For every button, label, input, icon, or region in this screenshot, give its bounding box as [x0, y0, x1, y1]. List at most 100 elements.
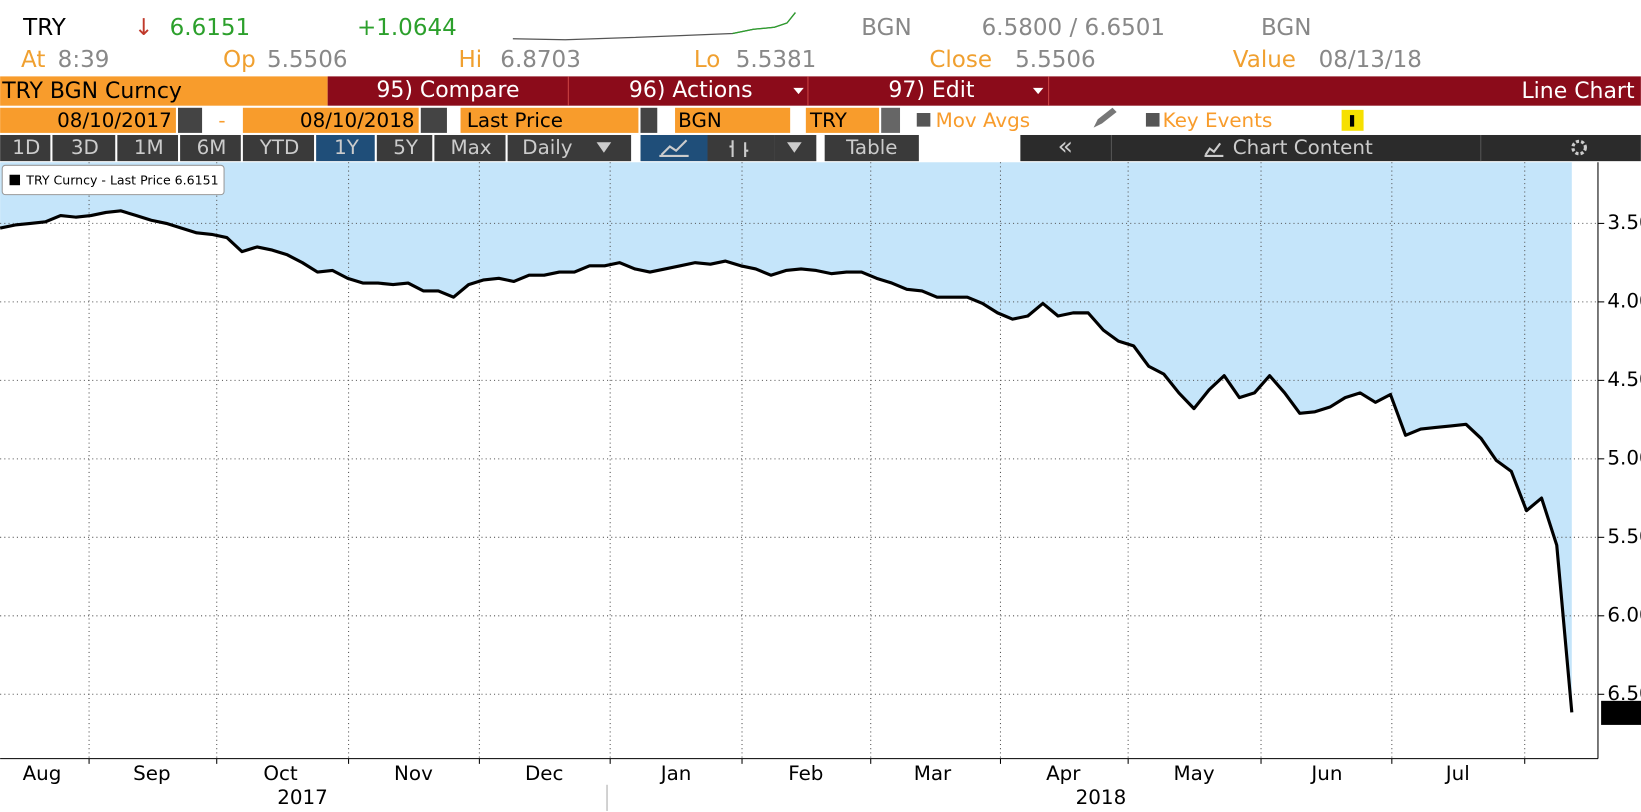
period-button[interactable] [242, 134, 315, 162]
x-tick-label: Nov [394, 762, 433, 785]
start-date[interactable]: 08/10/2017 [57, 109, 172, 132]
period-label[interactable]: 6M [197, 136, 227, 159]
chart-content-icon [1204, 142, 1224, 157]
dropdown-button[interactable] [640, 107, 658, 133]
stat-label: Value [1233, 47, 1296, 73]
table-button[interactable] [824, 134, 919, 162]
y-tick-label: 6.00 [1607, 603, 1641, 626]
frequency[interactable]: Daily [522, 136, 573, 159]
menu-edit[interactable]: 97) Edit [888, 78, 974, 103]
currency: BGN [861, 15, 911, 41]
period-buttons: 1D 3D 1M 6M YTD 1Y 5Y Max [0, 134, 506, 162]
period-button[interactable] [316, 134, 375, 162]
period-button[interactable] [180, 134, 241, 162]
line-icon [659, 139, 689, 157]
security-field[interactable] [0, 76, 328, 106]
key-events[interactable]: Key Events [1163, 109, 1273, 132]
end-date-field[interactable] [242, 107, 419, 133]
period-label[interactable]: YTD [259, 136, 300, 159]
stat-value: 5.5506 [267, 47, 348, 73]
menu-actions[interactable]: 96) Actions [629, 78, 753, 103]
period-button[interactable] [376, 134, 433, 162]
stat-value: 5.5506 [1015, 47, 1096, 73]
y-tick-label: 6.50 [1607, 682, 1641, 705]
start-date-field[interactable] [0, 107, 176, 133]
x-tick-label: Dec [525, 762, 563, 785]
dropdown-arrow [1032, 87, 1044, 95]
x-tick-label: Apr [1046, 762, 1081, 785]
dropdown-button[interactable] [881, 107, 901, 133]
period-button[interactable] [0, 134, 51, 162]
period-button[interactable] [52, 134, 116, 162]
period-label[interactable]: 1M [134, 136, 164, 159]
legend-label: TRY Curncy - Last Price 6.6151 [25, 173, 218, 188]
collapse[interactable]: « [1058, 132, 1073, 161]
menu-compare[interactable]: 95) Compare [376, 78, 519, 103]
legend-swatch [9, 174, 21, 186]
pencil-icon[interactable] [1093, 107, 1117, 128]
dropdown-arrow [793, 87, 804, 95]
period-label[interactable]: 5Y [393, 136, 419, 159]
x-tick-label: Aug [23, 762, 62, 785]
period-label[interactable]: 1Y [334, 136, 360, 159]
date-dash: - [218, 109, 225, 132]
year-label: 2017 [277, 786, 328, 809]
table[interactable]: Table [845, 136, 897, 159]
stat-label: Close [929, 47, 992, 73]
stat-value: 08/13/18 [1319, 47, 1422, 73]
stat-value: 6.8703 [500, 47, 581, 73]
legend [1, 164, 225, 196]
last-price-box [1601, 700, 1641, 725]
chart: 3.50 4.00 4.50 5.00 5.50 6.00 6.50 Aug Sep Oct Nov… [0, 162, 1641, 811]
currency: BGN [1261, 15, 1311, 41]
settings-icon[interactable] [1571, 139, 1587, 156]
period-label[interactable]: 3D [71, 136, 99, 159]
source-field[interactable] [675, 107, 791, 133]
x-tick-label: Oct [263, 762, 298, 785]
x-tick-label: Feb [788, 762, 823, 785]
x-tick-label: Mar [914, 762, 952, 785]
stat-label: Op [223, 47, 256, 73]
sparkline [512, 12, 796, 41]
y-tick-label: 5.50 [1607, 525, 1641, 548]
x-tick-label: Sep [133, 762, 170, 785]
bid-ask: 6.5800 / 6.6501 [982, 15, 1165, 41]
chart-content[interactable]: Chart Content [1233, 136, 1373, 159]
stat-label: At [21, 47, 45, 73]
mov-avgs[interactable]: Mov Avgs [936, 109, 1031, 132]
last-price-label: 6.6151 [1606, 701, 1641, 724]
ticker: TRY [22, 15, 67, 41]
calendar-button[interactable] [420, 107, 447, 133]
end-date[interactable]: 08/10/2018 [300, 109, 415, 132]
period-button[interactable] [117, 134, 179, 162]
stat-value: 5.5381 [736, 47, 817, 73]
y-tick-label: 4.00 [1607, 289, 1641, 312]
period-label[interactable]: 1D [12, 136, 40, 159]
last-price: 6.6151 [170, 15, 251, 41]
source[interactable]: BGN [678, 109, 722, 132]
dropdown-arrow [787, 142, 802, 153]
currency[interactable]: TRY [809, 109, 848, 132]
stat-label: Hi [458, 47, 482, 73]
security[interactable]: TRY BGN Curncy [1, 79, 182, 104]
field-select[interactable] [460, 107, 639, 133]
checkbox[interactable] [1145, 113, 1160, 127]
x-tick-label: Jan [659, 762, 692, 785]
field[interactable]: Last Price [467, 109, 563, 132]
area [0, 162, 1572, 713]
stat-value: 8:39 [58, 47, 110, 73]
x-tick-label: Jul [1444, 762, 1470, 785]
frequency-button[interactable] [507, 134, 632, 162]
x-tick-label: May [1174, 762, 1215, 785]
year-label: 2018 [1076, 786, 1127, 809]
view-name: Line Chart [1521, 79, 1635, 104]
period-label[interactable]: Max [450, 136, 491, 159]
sparkline-up [732, 12, 796, 35]
calendar-button[interactable] [178, 107, 203, 133]
bar-type-button[interactable] [707, 134, 775, 162]
currency-field[interactable] [805, 107, 880, 133]
checkbox[interactable] [916, 113, 931, 127]
price-line [0, 209, 1574, 713]
period-button[interactable] [434, 134, 506, 162]
